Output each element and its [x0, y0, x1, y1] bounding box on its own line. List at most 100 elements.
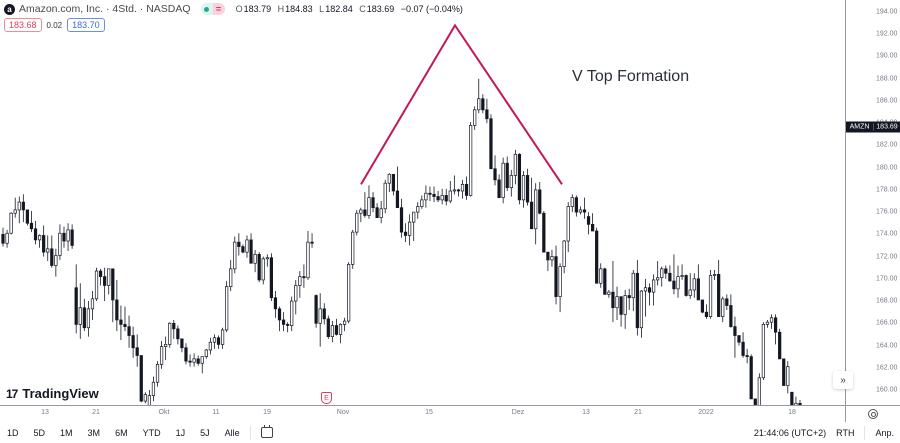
- candle-up: [338, 324, 343, 335]
- candle-up: [692, 278, 696, 291]
- candle-down: [546, 251, 550, 261]
- candle-down: [50, 248, 54, 266]
- market-status[interactable]: =: [200, 3, 225, 15]
- candle-up: [351, 231, 355, 265]
- candle-up: [245, 239, 249, 253]
- adjust-toggle[interactable]: Anp.: [875, 427, 894, 438]
- tradingview-logo[interactable]: 17 TradingView: [6, 386, 99, 401]
- range-1m[interactable]: 1M: [60, 427, 73, 438]
- candle-down: [82, 307, 86, 329]
- low-value: 182.84: [325, 4, 353, 14]
- candle-down: [21, 201, 25, 211]
- candle-down: [627, 295, 631, 299]
- go-to-date-calendar-icon[interactable]: [260, 425, 273, 438]
- bid-button[interactable]: 183.68: [4, 18, 42, 32]
- candle-up: [290, 300, 294, 326]
- price-tick: 180.00: [876, 164, 898, 172]
- candle-up: [13, 209, 17, 214]
- price-tick: 162.00: [876, 364, 898, 372]
- candle-down: [647, 287, 652, 293]
- v-top-trendline[interactable]: [360, 23, 563, 185]
- candle-up: [607, 291, 611, 295]
- candle-down: [1, 234, 5, 244]
- candle-down: [619, 296, 623, 315]
- range-1y[interactable]: 1J: [175, 427, 186, 438]
- candle-up: [534, 189, 538, 230]
- candle-up: [708, 275, 713, 317]
- candle-down: [782, 358, 786, 386]
- time-tick: 18: [788, 409, 796, 416]
- candle-up: [265, 257, 269, 260]
- candle-up: [220, 329, 225, 345]
- range-5d[interactable]: 5D: [33, 427, 46, 438]
- candle-down: [790, 391, 794, 405]
- candle-down: [119, 319, 123, 325]
- candle-up: [94, 270, 99, 300]
- candle-down: [700, 299, 705, 313]
- candlestick-plot[interactable]: [0, 0, 845, 405]
- candle-down: [778, 331, 782, 360]
- candle-down: [456, 189, 461, 192]
- candle-down: [310, 241, 314, 244]
- chart-settings-button[interactable]: [845, 405, 900, 422]
- clock-timezone[interactable]: 21:44:06 (UTC+2): [753, 427, 827, 438]
- candle-up: [660, 268, 664, 279]
- candle-down: [530, 201, 534, 230]
- candle-down: [717, 274, 721, 317]
- candle-up: [78, 307, 82, 325]
- range-ytd[interactable]: YTD: [142, 427, 161, 438]
- ask-button[interactable]: 183.70: [67, 18, 105, 32]
- earnings-marker[interactable]: E: [321, 392, 332, 404]
- time-axis[interactable]: [0, 405, 845, 422]
- price-tick: 190.00: [876, 52, 898, 60]
- session-toggle[interactable]: RTH: [836, 427, 855, 438]
- candle-up: [680, 275, 684, 277]
- range-1d[interactable]: 1D: [7, 427, 19, 438]
- price-tick: 170.00: [876, 275, 898, 283]
- close-value: 183.69: [366, 4, 395, 14]
- candle-down: [188, 360, 192, 363]
- candle-down: [103, 276, 107, 286]
- time-tick: Dez: [511, 409, 525, 416]
- candle-up: [90, 298, 95, 310]
- candle-up: [761, 324, 766, 379]
- candle-down: [135, 347, 139, 356]
- price-tick: 168.00: [876, 297, 898, 305]
- candle-down: [269, 257, 273, 299]
- candle-up: [408, 221, 412, 236]
- v-top-annotation[interactable]: V Top Formation: [572, 68, 690, 85]
- price-tick: 192.00: [876, 30, 898, 38]
- price-tick: 160.00: [876, 386, 898, 394]
- range-all[interactable]: Alle: [224, 427, 240, 438]
- time-tick: 15: [425, 409, 433, 416]
- low-label: L: [319, 4, 325, 14]
- candle-up: [599, 268, 603, 284]
- toolbar-divider: [864, 425, 866, 440]
- range-3m[interactable]: 3M: [87, 427, 101, 438]
- candle-down: [798, 402, 802, 405]
- candle-up: [147, 395, 151, 405]
- candle-down: [241, 246, 245, 253]
- candle-up: [225, 286, 229, 331]
- candle-down: [363, 209, 367, 216]
- candle-up: [9, 212, 13, 234]
- candle-up: [359, 209, 363, 214]
- time-tick: Nov: [336, 409, 350, 416]
- candle-down: [591, 223, 595, 232]
- range-5y[interactable]: 5J: [200, 427, 210, 438]
- candle-up: [151, 381, 156, 396]
- candle-up: [168, 322, 172, 345]
- time-tick: 2022: [698, 409, 714, 416]
- candle-down: [733, 326, 737, 336]
- candle-up: [794, 402, 798, 405]
- symbol-title[interactable]: Amazon.com, Inc. · 4Std. · NASDAQ: [19, 3, 191, 15]
- current-price-label: AMZN 183.69: [846, 121, 900, 133]
- candle-down: [391, 173, 395, 192]
- range-6m[interactable]: 6M: [115, 427, 128, 438]
- scroll-to-realtime-button[interactable]: »: [833, 371, 853, 389]
- price-tick: 174.00: [876, 230, 898, 238]
- candle-up: [355, 212, 359, 233]
- price-axis[interactable]: [845, 0, 900, 405]
- candle-up: [253, 254, 257, 264]
